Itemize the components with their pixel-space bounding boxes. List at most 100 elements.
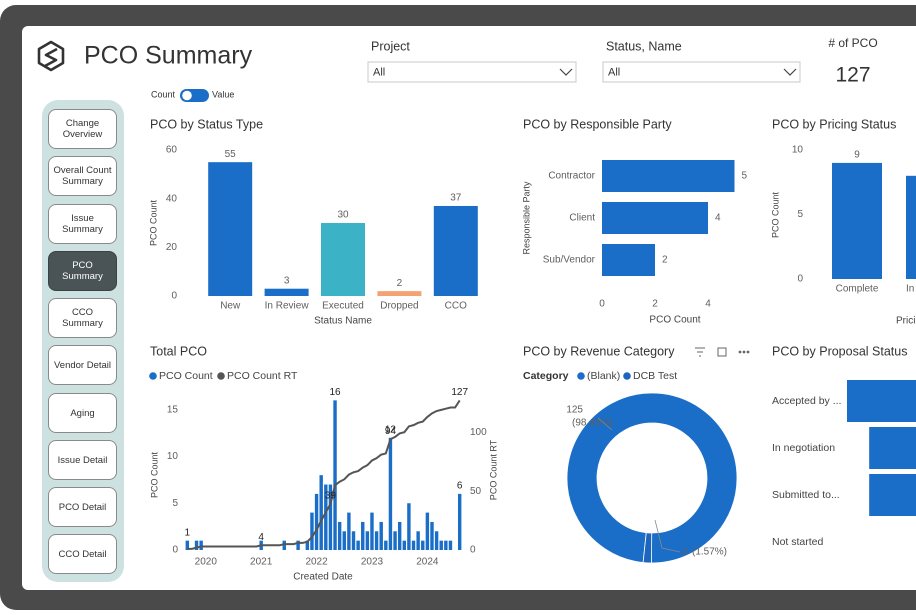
bar	[832, 162, 882, 279]
logo	[37, 40, 65, 72]
bar	[393, 531, 397, 550]
nav-button[interactable]: Change Overview	[48, 109, 117, 149]
legend-label: DCB Test	[633, 370, 677, 382]
legend-label: PCO Count RT	[227, 370, 298, 382]
y-tick-label: Contractor	[548, 171, 595, 182]
data-label: 30	[337, 210, 349, 221]
nav-button[interactable]: Aging	[48, 393, 117, 433]
nav-button[interactable]: PCO Detail	[48, 487, 117, 527]
donut-slice	[642, 532, 653, 564]
legend-title: Category	[523, 370, 569, 382]
data-label: 4	[715, 213, 721, 224]
y-tick-label: Sub/Vendor	[543, 255, 596, 266]
funnel-bar	[869, 427, 916, 469]
bar	[457, 493, 462, 550]
bar	[351, 531, 356, 550]
bar	[314, 493, 319, 550]
bar	[305, 540, 310, 550]
bar	[379, 521, 383, 550]
bar	[434, 531, 439, 550]
bar	[602, 160, 735, 192]
x-axis-label: PCO Count	[649, 315, 700, 326]
bar	[411, 540, 416, 550]
nav-button[interactable]: Issue Detail	[48, 440, 117, 480]
y2-tick-label: 0	[470, 545, 476, 556]
page-title: PCO Summary	[84, 42, 253, 70]
x-tick-label: 2023	[361, 557, 384, 568]
bar	[397, 521, 402, 550]
donut-slice	[566, 392, 738, 564]
legend-marker	[217, 372, 225, 380]
data-label: 1	[185, 527, 191, 538]
x-tick-label: 2021	[250, 557, 273, 568]
x-tick-label: 2024	[416, 557, 439, 568]
x-tick-label: New	[220, 301, 241, 312]
legend-marker	[577, 372, 585, 380]
nav-button[interactable]: PCO Summary	[48, 251, 117, 291]
category-label: In negotiation	[772, 442, 835, 454]
bar	[425, 512, 430, 550]
bar	[282, 540, 286, 550]
bar	[324, 484, 328, 550]
x-tick-label: Complete	[836, 284, 879, 295]
x-tick-label: Executed	[322, 301, 364, 312]
bar	[602, 202, 708, 234]
chart-title: PCO by Pricing Status	[772, 117, 896, 131]
y-tick-label: 5	[797, 209, 803, 220]
funnel-bar	[869, 474, 916, 516]
nav-button[interactable]: Overall Count Summary	[48, 156, 117, 196]
bar	[328, 484, 333, 550]
y-axis-label: PCO Count	[770, 191, 780, 238]
nav-button[interactable]: CCO Detail	[48, 534, 117, 574]
bar	[310, 512, 314, 550]
bar	[377, 291, 422, 296]
y2-tick-label: 50	[470, 486, 482, 497]
x-tick-label: 2	[652, 299, 658, 310]
legend-label: PCO Count	[159, 370, 213, 382]
dropdown-value: All	[608, 66, 620, 78]
y2-tick-label: 100	[470, 427, 487, 438]
bar	[321, 223, 365, 296]
chart-title: PCO by Status Type	[150, 117, 263, 131]
chart-title: PCO by Proposal Status	[772, 344, 907, 358]
bar	[439, 540, 443, 550]
data-label: 12	[385, 424, 397, 435]
bar	[337, 521, 342, 550]
y-tick-label: 0	[797, 274, 803, 285]
leader-line	[597, 417, 613, 431]
bar	[448, 540, 453, 550]
data-label: 9	[854, 150, 860, 161]
filter-label: Project	[371, 39, 410, 53]
toggle-label: Count	[151, 89, 176, 99]
bar	[384, 540, 388, 550]
data-label: 4	[258, 532, 264, 543]
bar	[347, 512, 351, 550]
category-label: Submitted to...	[772, 489, 840, 501]
kpi-label: # of PCO	[828, 36, 877, 50]
bar	[185, 540, 190, 550]
legend-label: (Blank)	[587, 370, 620, 382]
dropdown[interactable]	[367, 61, 577, 83]
data-label: 94	[385, 426, 397, 437]
chart-title: Total PCO	[150, 344, 207, 358]
data-label: 5	[742, 171, 748, 182]
nav-button[interactable]: Issue Summary	[48, 204, 117, 244]
chevron	[559, 68, 573, 76]
nav-button[interactable]: Vendor Detail	[48, 345, 117, 385]
bar	[407, 503, 411, 550]
y-tick-label: 0	[172, 545, 178, 556]
data-label: 125	[566, 405, 583, 416]
data-label: 127	[451, 387, 468, 398]
x-tick-label: 2020	[195, 557, 218, 568]
nav-button[interactable]: CCO Summary	[48, 298, 117, 338]
dropdown[interactable]	[602, 61, 801, 83]
data-label-percent: (98.43%)	[572, 418, 613, 429]
data-label: 2	[397, 278, 403, 289]
x-tick-label: 4	[705, 299, 711, 310]
data-label: 6	[457, 481, 463, 492]
funnel-bar	[847, 380, 916, 422]
page	[22, 26, 916, 590]
bar	[264, 288, 309, 296]
